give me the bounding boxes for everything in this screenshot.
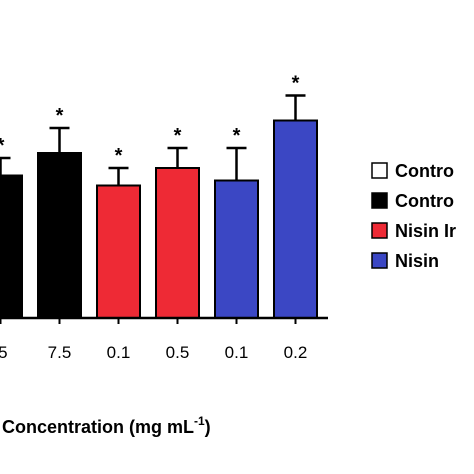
- x-axis-label: Concentration (mg mL-1): [2, 414, 211, 437]
- legend-swatch: [371, 252, 388, 269]
- bar: [96, 184, 141, 319]
- legend-swatch: [371, 222, 388, 239]
- x-tick-label: 0.1: [107, 343, 131, 362]
- x-axis-label-main: Concentration (mg mL: [2, 417, 194, 437]
- x-tick-label: 0.1: [225, 343, 249, 362]
- legend-label: Contro: [395, 161, 454, 181]
- bar: [0, 174, 23, 319]
- x-ticks-group: .5 7.5 0.1 0.5 0.1 0.2: [0, 318, 307, 362]
- bars-group: * * * * * *: [0, 73, 318, 319]
- legend-swatch: [371, 162, 388, 179]
- x-tick-label: .5: [0, 343, 8, 362]
- significance-label: *: [56, 105, 64, 127]
- bar: [37, 152, 82, 319]
- significance-label: *: [174, 125, 182, 147]
- significance-label: *: [292, 73, 300, 95]
- legend-label: Contro: [395, 191, 454, 211]
- significance-label: *: [115, 145, 123, 167]
- legend-swatch: [371, 192, 388, 209]
- x-tick-label: 0.2: [284, 343, 308, 362]
- x-tick-label: 0.5: [166, 343, 190, 362]
- bar: [273, 119, 318, 319]
- bar: [155, 167, 200, 319]
- legend: Contro Contro Nisin Ir Nisin: [371, 161, 456, 271]
- bar: [214, 179, 259, 319]
- legend-label: Nisin Ir: [395, 221, 456, 241]
- significance-label: *: [233, 125, 241, 147]
- legend-label: Nisin: [395, 251, 439, 271]
- x-axis-label-end: ): [205, 417, 211, 437]
- x-axis-label-sup: -1: [194, 414, 205, 428]
- x-tick-label: 7.5: [48, 343, 72, 362]
- significance-label: *: [0, 135, 5, 157]
